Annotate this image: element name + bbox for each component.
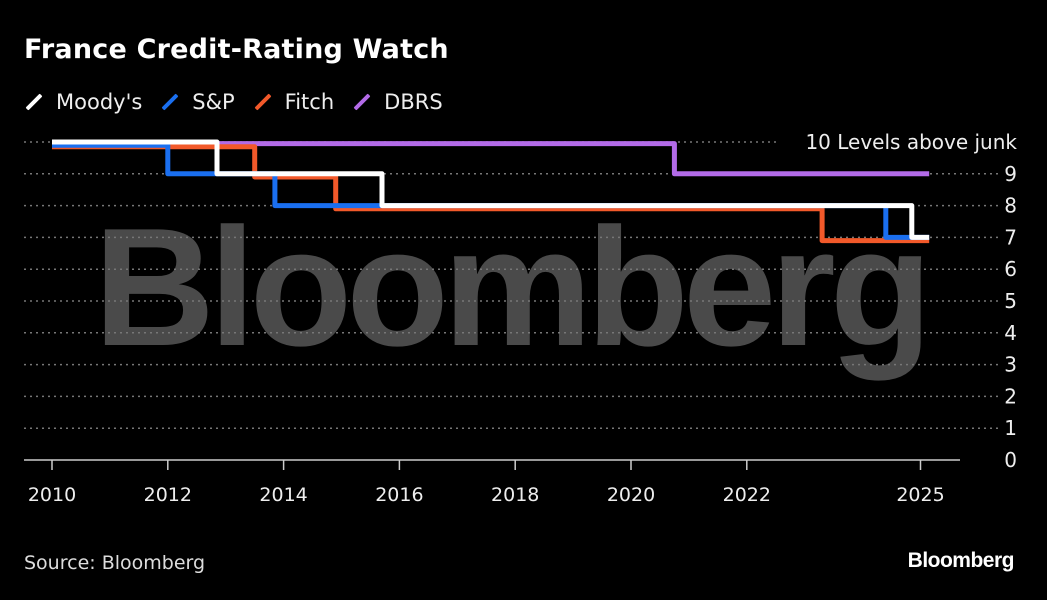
legend-item-dbrs: DBRS (352, 90, 443, 114)
y-tick-label: 5 (1004, 289, 1017, 313)
chart-title: France Credit-Rating Watch (24, 34, 449, 65)
series-line-sp (52, 142, 930, 240)
x-tick-label: 2020 (607, 484, 655, 506)
series-line-fitch (52, 144, 930, 244)
y-tick-label: 2 (1004, 384, 1017, 408)
x-tick-label: 2016 (375, 484, 423, 506)
y-tick-label: 3 (1004, 353, 1017, 377)
x-tick-label: 2018 (491, 484, 539, 506)
y-tick-label: 1 (1004, 416, 1017, 440)
legend: Moody's S&P Fitch DBRS (24, 90, 443, 114)
y-tick-label: 4 (1004, 321, 1017, 345)
series-line-dbrs (217, 141, 930, 177)
x-tick-label: 2012 (144, 484, 192, 506)
y-tick-label: 7 (1004, 225, 1017, 249)
source-note: Source: Bloomberg (24, 552, 206, 574)
y-top-label: 10 Levels above junk (805, 130, 1017, 154)
y-tick-label: 0 (1004, 448, 1017, 472)
legend-item-sp: S&P (160, 90, 235, 114)
legend-item-moodys: Moody's (24, 90, 142, 114)
legend-label-sp: S&P (192, 90, 235, 114)
x-tick-label: 2022 (723, 484, 771, 506)
x-tick-label: 2025 (896, 484, 944, 506)
bloomberg-logo: Bloomberg (907, 549, 1015, 572)
watermark: Bloomberg (94, 193, 927, 381)
legend-label-moodys: Moody's (56, 90, 143, 114)
y-tick-label: 6 (1004, 257, 1017, 281)
y-tick-label: 8 (1004, 194, 1017, 218)
series-line-moodys (52, 139, 930, 240)
legend-label-fitch: Fitch (284, 90, 335, 114)
x-tick-label: 2014 (259, 484, 307, 506)
legend-item-fitch: Fitch (253, 90, 334, 114)
x-tick-label: 2010 (28, 484, 76, 506)
y-tick-label: 9 (1004, 162, 1017, 186)
legend-label-dbrs: DBRS (384, 90, 443, 114)
